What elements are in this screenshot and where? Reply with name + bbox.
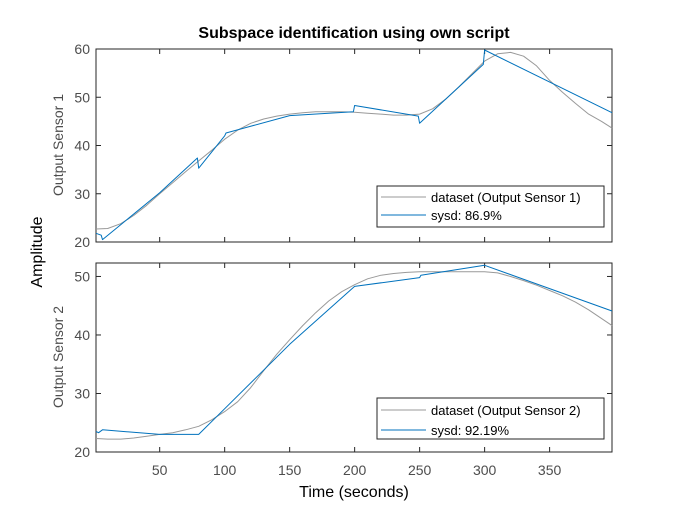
x-ticks-2 [159,263,551,452]
y-tick-label: 40 [74,327,90,343]
legend-box-2 [376,397,605,440]
legend-box-1 [376,185,605,228]
x-tick-label: 200 [343,462,367,478]
y-axis-label: Amplitude [29,216,46,287]
y-tick-label: 30 [74,186,90,202]
series-line-sysd [95,49,613,241]
series-line-dataset [95,271,613,440]
x-tick-label: 150 [278,462,302,478]
plot-lines-2 [95,264,613,440]
y-tick-label: 20 [74,234,90,250]
series-line-dataset [95,51,613,230]
x-tick-label: 50 [152,462,168,478]
plot-lines-1 [95,49,613,241]
subplot-output-sensor-1: 20 30 40 50 60 Output Sensor 1 dataset (Outp… [50,41,613,250]
y-label-output-sensor-1: Output Sensor 1 [50,94,66,196]
y-ticks-2: 20 30 40 50 [74,268,612,460]
x-tick-label: 300 [473,462,497,478]
legend-label-sysd-1: sysd: 86.9% [431,208,502,223]
chart-title: Subspace identification using own script [198,25,510,42]
y-tick-label: 60 [74,41,90,57]
x-tick-label: 250 [408,462,432,478]
x-tick-label: 350 [538,462,562,478]
x-ticks-1 [159,49,551,242]
y-tick-label: 30 [74,385,90,401]
y-label-output-sensor-2: Output Sensor 2 [50,306,66,408]
legend-label-sysd-2: sysd: 92.19% [431,423,509,438]
legend-1[interactable]: dataset (Output Sensor 1) sysd: 86.9% [376,185,605,228]
y-tick-label: 50 [74,89,90,105]
x-tick-labels: 50 100 150 200 250 300 350 [152,462,562,478]
y-tick-label: 50 [74,268,90,284]
x-axis-label: Time (seconds) [299,484,409,501]
subplot-output-sensor-2: 20 30 40 50 Output Sensor 2 dataset (Output… [50,262,613,460]
y-tick-label: 20 [74,444,90,460]
y-ticks-1: 20 30 40 50 60 [74,41,612,250]
y-tick-label: 40 [74,138,90,154]
legend-2[interactable]: dataset (Output Sensor 2) sysd: 92.19% [376,397,605,440]
legend-label-dataset-1: dataset (Output Sensor 1) [431,190,581,205]
series-line-sysd [95,264,613,435]
x-tick-label: 100 [213,462,237,478]
legend-label-dataset-2: dataset (Output Sensor 2) [431,403,581,418]
